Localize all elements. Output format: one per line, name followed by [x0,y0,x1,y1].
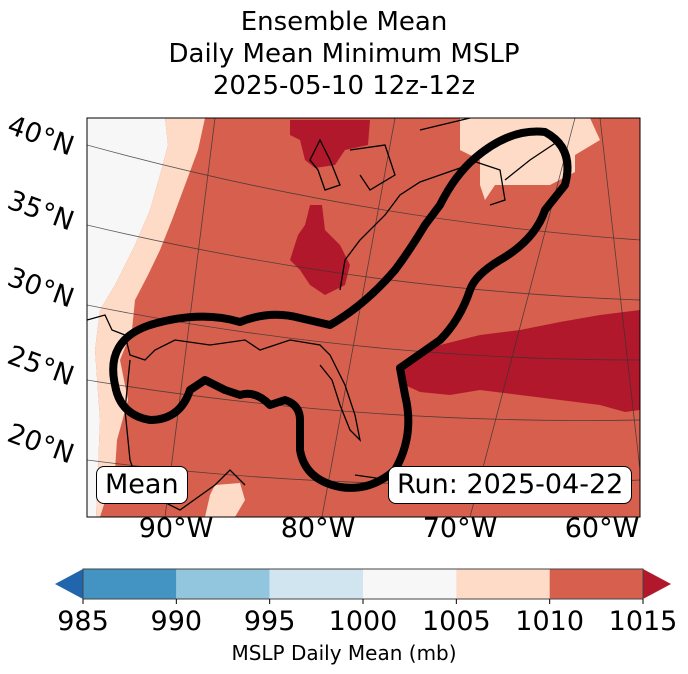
colorbar-bin-1005-1010 [456,569,550,599]
badge-run-date: Run: 2025-04-22 [388,466,633,504]
colorbar-bin-1000-1005 [363,569,457,599]
colorbar-tick-label: 1015 [608,606,678,637]
mslp-contour [109,127,572,492]
colorbar-tick-label: 1005 [421,606,491,637]
colorbar-tick-label: 1010 [515,606,585,637]
title-line-2: Daily Mean Minimum MSLP [168,39,520,69]
colorbar-bin-990-995 [176,569,270,599]
region-atlantic-1015 [398,310,640,412]
lon-label-70w: 70°W [422,513,498,544]
region-northeast-1005 [460,118,600,200]
badge-mean: Mean [96,466,188,504]
colorbar-tick-label: 985 [57,606,109,637]
title-line-1: Ensemble Mean [240,7,448,37]
lon-label-90w: 90°W [138,513,214,544]
colorbar-under-extension [55,569,83,599]
title-line-3: 2025-05-10 12z-12z [212,71,476,101]
lon-label-60w: 60°W [564,513,640,544]
region-west-below-1000 [87,118,168,517]
colorbar-tick-label: 1000 [328,606,398,637]
colorbar-label: MSLP Daily Mean (mb) [231,641,457,665]
colorbar-bin-985-990 [83,569,177,599]
region-yucatan-1005 [205,483,245,517]
lon-label-80w: 80°W [280,513,356,544]
colorbar-bin-995-1000 [269,569,363,599]
map-frame [86,117,641,518]
colorbar-tick-label: 990 [150,606,203,637]
colorbar-bin-1010-1015 [549,569,643,599]
region-greatlakes-1015 [290,120,370,168]
region-west-1005 [95,118,205,517]
colorbar-over-extension [643,569,671,599]
map-panel [86,117,641,518]
colorbar-tick-label: 995 [243,606,296,637]
